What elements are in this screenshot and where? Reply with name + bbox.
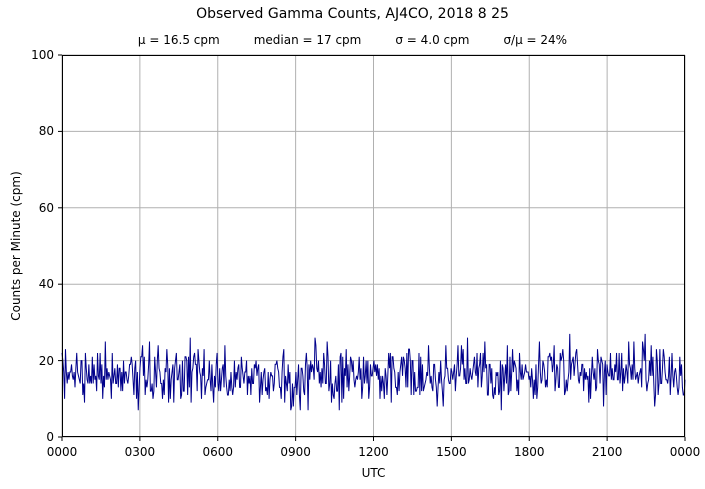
y-tick-label: 100 xyxy=(31,48,54,62)
x-tick-label: 0000 xyxy=(669,445,701,459)
x-tick-label: 2100 xyxy=(591,445,623,459)
plot-border xyxy=(62,55,685,437)
x-axis-label: UTC xyxy=(361,466,386,480)
y-tick-label: 80 xyxy=(38,124,54,139)
y-tick-label: 40 xyxy=(38,277,54,292)
x-tick-label: 1500 xyxy=(436,445,467,459)
y-tick-label: 60 xyxy=(38,200,54,215)
chart-title: Observed Gamma Counts, AJ4CO, 2018 8 25 xyxy=(196,6,509,22)
stat-mean: μ = 16.5 cpm xyxy=(137,33,220,47)
x-tick-label: 0000 xyxy=(46,445,78,459)
x-tick-label: 0600 xyxy=(202,445,234,459)
chart-stats-line: μ = 16.5 cpm median = 17 cpm σ = 4.0 cpm… xyxy=(0,33,705,47)
y-tick-label: 20 xyxy=(38,353,54,368)
x-tick-label: 0900 xyxy=(280,445,311,459)
stat-sigma-over-mu: σ/μ = 24% xyxy=(503,33,568,47)
stat-median: median = 17 cpm xyxy=(253,33,362,47)
x-tick-label: 0300 xyxy=(124,445,156,459)
y-axis-label: Counts per Minute (cpm) xyxy=(9,171,23,321)
gamma-counts-trace xyxy=(61,333,686,411)
y-tick-label: 0 xyxy=(46,430,54,444)
x-tick-label: 1800 xyxy=(513,445,545,459)
plot-area xyxy=(58,54,686,441)
stat-sigma: σ = 4.0 cpm xyxy=(395,33,470,47)
x-tick-label: 1200 xyxy=(358,445,389,459)
